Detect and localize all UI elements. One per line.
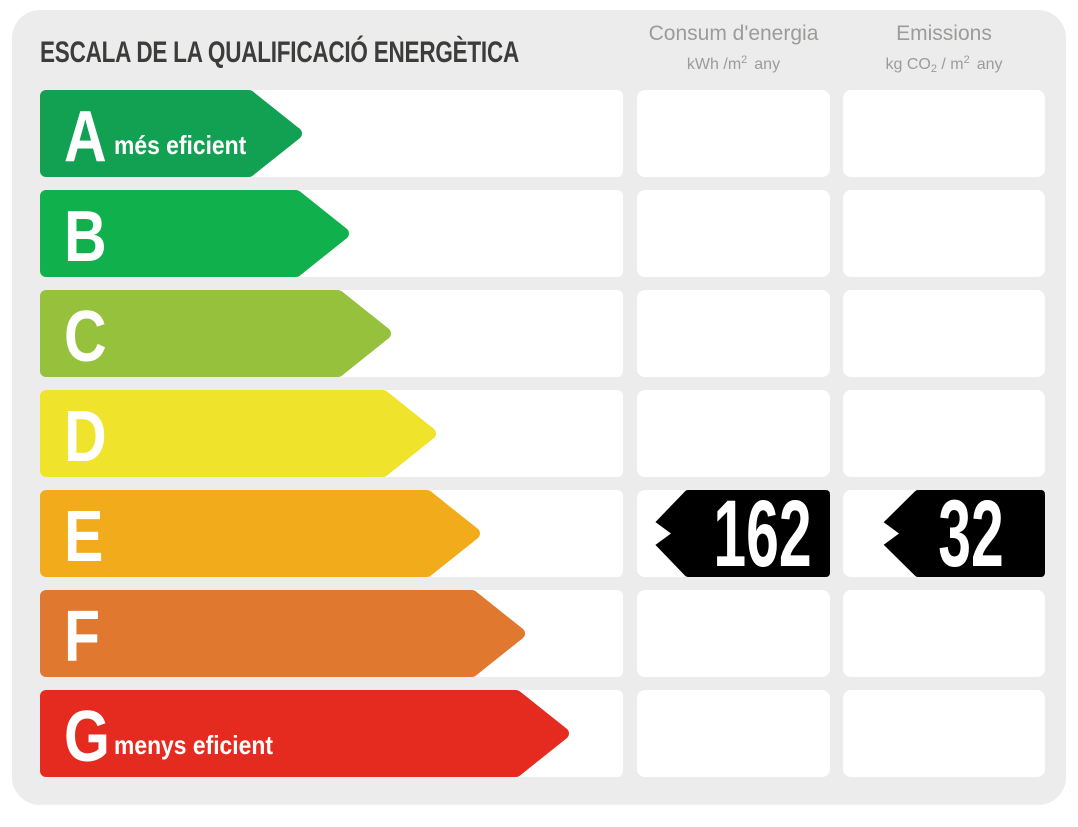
emissions-cell <box>843 90 1045 177</box>
consum-header-unit: kWh /m2 any <box>686 54 781 73</box>
emissions-cell: 32 <box>843 481 1045 587</box>
badge-notch <box>871 513 899 554</box>
rating-letter: B <box>64 197 107 277</box>
emissions-column-header: Emissions kg CO2 / m2 any <box>843 22 1045 83</box>
consum-value-badge <box>643 490 830 577</box>
rating-row-d: D <box>0 390 1078 477</box>
most-efficient-label: més eficient <box>114 130 247 160</box>
consum-header-title: Consum d'energia <box>648 22 819 45</box>
page-title: ESCALA DE LA QUALIFICACIÓ ENERGÈTICA <box>40 36 519 69</box>
emissions-value: 32 <box>938 481 1004 587</box>
rating-letter: F <box>64 597 101 677</box>
rating-arrow-e <box>40 490 481 577</box>
consum-cell <box>637 390 830 477</box>
rating-letter: C <box>64 297 107 377</box>
emissions-header-unit: kg CO2 / m2 any <box>885 54 1003 75</box>
rating-arrow-d <box>40 390 437 477</box>
rating-row-a: A més eficient <box>0 90 1078 177</box>
emissions-cell <box>843 590 1045 677</box>
rating-letter: E <box>64 497 104 577</box>
consum-cell <box>637 190 830 277</box>
consum-cell <box>637 690 830 777</box>
consum-value: 162 <box>713 481 812 587</box>
emissions-cell <box>843 690 1045 777</box>
rating-row-e-selected: 162 32 E <box>0 481 1078 587</box>
consum-cell <box>637 590 830 677</box>
emissions-cell <box>843 290 1045 377</box>
rating-arrow-f <box>40 590 526 677</box>
rating-arrow-a <box>40 90 303 177</box>
rating-row-b: B <box>0 190 1078 277</box>
rating-row-c: C <box>0 290 1078 377</box>
rating-letter: G <box>64 697 110 777</box>
rating-row-g: G menys eficient <box>0 690 1078 777</box>
emissions-cell <box>843 190 1045 277</box>
emissions-cell <box>843 390 1045 477</box>
consum-cell <box>637 90 830 177</box>
consum-column-header: Consum d'energia kWh /m2 any <box>637 22 830 79</box>
rating-row-f: F <box>0 590 1078 677</box>
emissions-header-title: Emissions <box>896 22 992 45</box>
consum-cell: 162 <box>637 481 830 587</box>
consum-cell <box>637 290 830 377</box>
rating-letter: D <box>64 397 107 477</box>
emissions-value-badge <box>871 490 1045 577</box>
badge-notch <box>643 513 671 554</box>
rating-letter: A <box>64 97 107 177</box>
rating-arrow-c <box>40 290 392 377</box>
rating-arrow-g <box>40 690 570 777</box>
rating-arrow-b <box>40 190 350 277</box>
least-efficient-label: menys eficient <box>114 730 273 760</box>
